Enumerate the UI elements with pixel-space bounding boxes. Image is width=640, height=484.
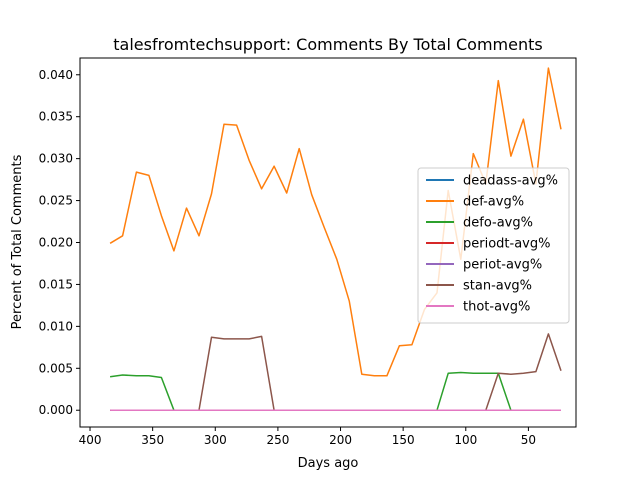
legend-box (417, 167, 570, 324)
y-axis: 0.000 0.005 0.010 0.015 0.020 0.025 0.030 0.035… (39, 68, 80, 417)
y-tick-label: 0.020 (39, 236, 73, 250)
y-tick-label: 0.010 (39, 319, 73, 333)
x-tick-label: 100 (454, 433, 477, 447)
legend-label: def-avg% (463, 195, 524, 210)
y-tick-label: 0.015 (39, 277, 73, 291)
y-axis-label: Percent of Total Comments (10, 154, 25, 329)
x-tick-label: 300 (204, 433, 227, 447)
y-tick-label: 0.025 (39, 194, 73, 208)
legend-label: periot-avg% (463, 258, 542, 273)
y-tick-label: 0.005 (39, 361, 73, 375)
y-tick-label: 0.035 (39, 110, 73, 124)
y-tick-label: 0.030 (39, 152, 73, 166)
y-tick-label: 0.000 (39, 403, 73, 417)
x-tick-label: 250 (266, 433, 289, 447)
legend-label: periodt-avg% (463, 237, 550, 252)
legend: deadass-avg% def-avg% defo-avg% periodt-avg… (417, 167, 570, 324)
x-tick-label: 350 (141, 433, 164, 447)
legend-label: defo-avg% (463, 216, 533, 231)
x-tick-label: 200 (329, 433, 352, 447)
x-axis: 400 350 300 250 200 150 100 50 (79, 427, 536, 447)
series-layer (109, 67, 562, 411)
x-axis-label: Days ago (298, 456, 359, 471)
legend-label: thot-avg% (463, 300, 530, 315)
x-tick-label: 50 (521, 433, 536, 447)
chart-title: talesfromtechsupport: Comments By Total … (113, 35, 542, 54)
x-tick-label: 400 (79, 433, 102, 447)
y-tick-label: 0.040 (39, 68, 73, 82)
legend-label: stan-avg% (463, 279, 532, 294)
legend-label: deadass-avg% (463, 174, 558, 189)
x-tick-label: 150 (392, 433, 415, 447)
